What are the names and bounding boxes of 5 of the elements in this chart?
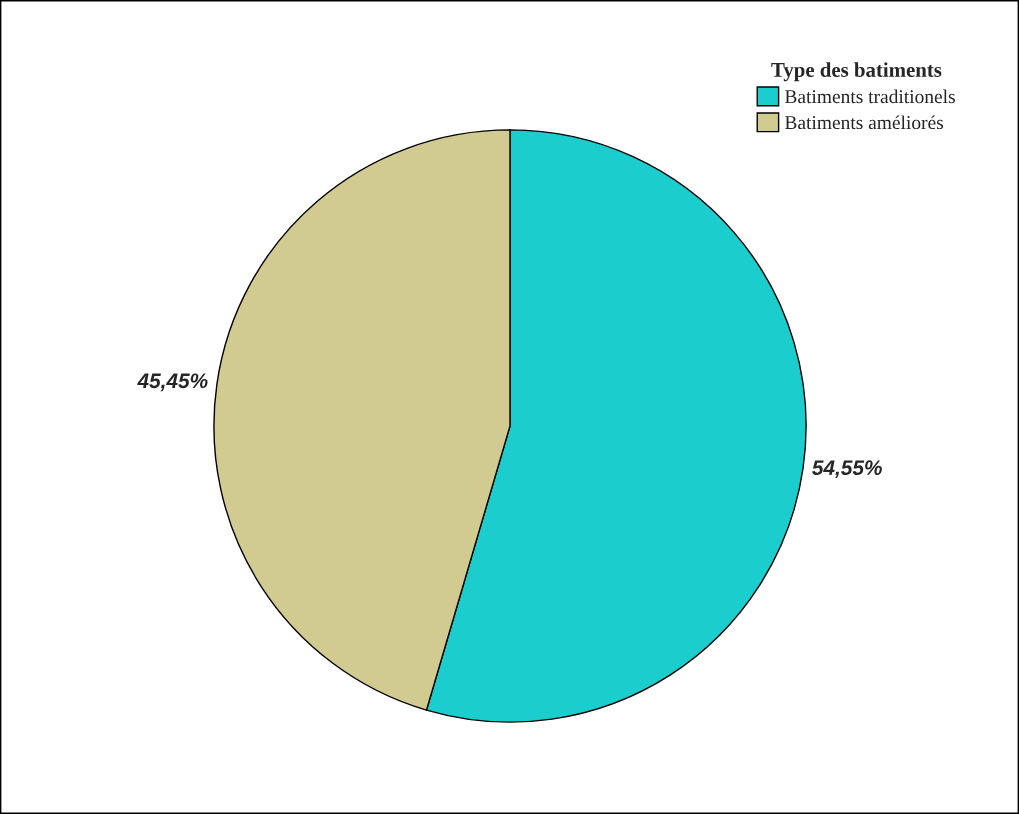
- data-label: 54,55%: [812, 460, 882, 479]
- legend-title: Type des batiments: [771, 62, 942, 82]
- legend-label: Batiments traditionels: [785, 89, 955, 104]
- data-label: 45,45%: [137, 373, 208, 392]
- legend-label: Batiments améliorés: [785, 115, 944, 130]
